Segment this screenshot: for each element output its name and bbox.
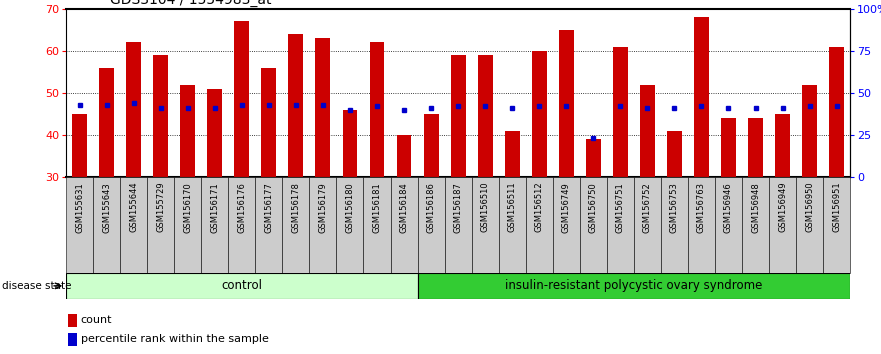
Bar (803, 85, 817, 177)
FancyBboxPatch shape (337, 177, 364, 273)
Bar (68, 333, 77, 346)
FancyBboxPatch shape (390, 177, 418, 273)
FancyBboxPatch shape (633, 177, 661, 273)
Bar (288, 34, 303, 177)
Bar (532, 51, 547, 177)
Bar (667, 131, 682, 177)
Bar (343, 110, 358, 177)
FancyBboxPatch shape (445, 177, 471, 273)
FancyBboxPatch shape (309, 177, 337, 273)
Text: GSM156752: GSM156752 (643, 182, 652, 233)
FancyBboxPatch shape (283, 177, 309, 273)
Text: GSM155729: GSM155729 (156, 182, 166, 233)
Bar (559, 30, 574, 177)
Bar (586, 139, 601, 177)
Text: GSM156749: GSM156749 (562, 182, 571, 233)
FancyBboxPatch shape (661, 177, 688, 273)
Text: GSM156186: GSM156186 (426, 182, 435, 233)
Text: insulin-resistant polycystic ovary syndrome: insulin-resistant polycystic ovary syndr… (505, 279, 763, 292)
FancyBboxPatch shape (607, 177, 633, 273)
Bar (369, 42, 384, 177)
Bar (613, 47, 628, 177)
Text: GSM156950: GSM156950 (805, 182, 814, 233)
Text: GSM156177: GSM156177 (264, 182, 273, 233)
Bar (315, 38, 330, 177)
Text: percentile rank within the sample: percentile rank within the sample (81, 335, 269, 344)
Bar (100, 68, 114, 177)
Text: GSM156949: GSM156949 (778, 182, 787, 233)
FancyBboxPatch shape (174, 177, 201, 273)
Text: GSM156180: GSM156180 (345, 182, 354, 233)
Text: GSM156753: GSM156753 (670, 182, 679, 233)
FancyBboxPatch shape (418, 273, 850, 299)
Text: GSM156181: GSM156181 (373, 182, 381, 233)
Text: GSM156511: GSM156511 (507, 182, 516, 233)
Bar (775, 114, 790, 177)
Bar (153, 55, 168, 177)
FancyBboxPatch shape (688, 177, 715, 273)
Text: GSM156946: GSM156946 (724, 182, 733, 233)
FancyBboxPatch shape (796, 177, 823, 273)
FancyBboxPatch shape (364, 177, 390, 273)
Bar (829, 47, 844, 177)
Text: GSM156948: GSM156948 (751, 182, 760, 233)
FancyBboxPatch shape (418, 177, 445, 273)
FancyBboxPatch shape (769, 177, 796, 273)
Text: GSM156176: GSM156176 (237, 182, 247, 233)
Bar (262, 68, 277, 177)
Text: GSM156512: GSM156512 (535, 182, 544, 233)
Bar (694, 17, 709, 177)
Text: GSM156184: GSM156184 (400, 182, 409, 233)
Text: control: control (221, 279, 263, 292)
Text: GSM155631: GSM155631 (75, 182, 84, 233)
Bar (505, 131, 520, 177)
Bar (748, 118, 763, 177)
Text: GSM156751: GSM156751 (616, 182, 625, 233)
Text: GSM156171: GSM156171 (211, 182, 219, 233)
FancyBboxPatch shape (526, 177, 552, 273)
Bar (478, 55, 492, 177)
Bar (234, 22, 249, 177)
FancyBboxPatch shape (66, 177, 93, 273)
Text: GSM156178: GSM156178 (292, 182, 300, 233)
Text: GSM156763: GSM156763 (697, 182, 706, 233)
FancyBboxPatch shape (823, 177, 850, 273)
Bar (640, 85, 655, 177)
FancyBboxPatch shape (228, 177, 255, 273)
FancyBboxPatch shape (742, 177, 769, 273)
Text: GSM156951: GSM156951 (833, 182, 841, 233)
Bar (126, 42, 141, 177)
FancyBboxPatch shape (66, 273, 418, 299)
Text: GSM156179: GSM156179 (318, 182, 328, 233)
FancyBboxPatch shape (715, 177, 742, 273)
FancyBboxPatch shape (552, 177, 580, 273)
Text: GSM156750: GSM156750 (589, 182, 598, 233)
FancyBboxPatch shape (471, 177, 499, 273)
Bar (72, 114, 87, 177)
Text: GSM156510: GSM156510 (481, 182, 490, 233)
Text: count: count (81, 315, 112, 325)
FancyBboxPatch shape (147, 177, 174, 273)
Text: disease state: disease state (2, 281, 71, 291)
FancyBboxPatch shape (255, 177, 283, 273)
Bar (721, 118, 736, 177)
Text: GSM155643: GSM155643 (102, 182, 111, 233)
FancyBboxPatch shape (120, 177, 147, 273)
Bar (424, 114, 439, 177)
FancyBboxPatch shape (93, 177, 120, 273)
Bar (207, 89, 222, 177)
FancyBboxPatch shape (580, 177, 607, 273)
Text: GSM156187: GSM156187 (454, 182, 463, 233)
Text: GDS3104 / 1554983_at: GDS3104 / 1554983_at (110, 0, 271, 7)
Bar (451, 55, 465, 177)
Bar (68, 314, 77, 327)
Bar (396, 135, 411, 177)
Text: GSM155644: GSM155644 (130, 182, 138, 233)
Text: GSM156170: GSM156170 (183, 182, 192, 233)
FancyBboxPatch shape (201, 177, 228, 273)
FancyBboxPatch shape (499, 177, 526, 273)
Bar (181, 85, 196, 177)
